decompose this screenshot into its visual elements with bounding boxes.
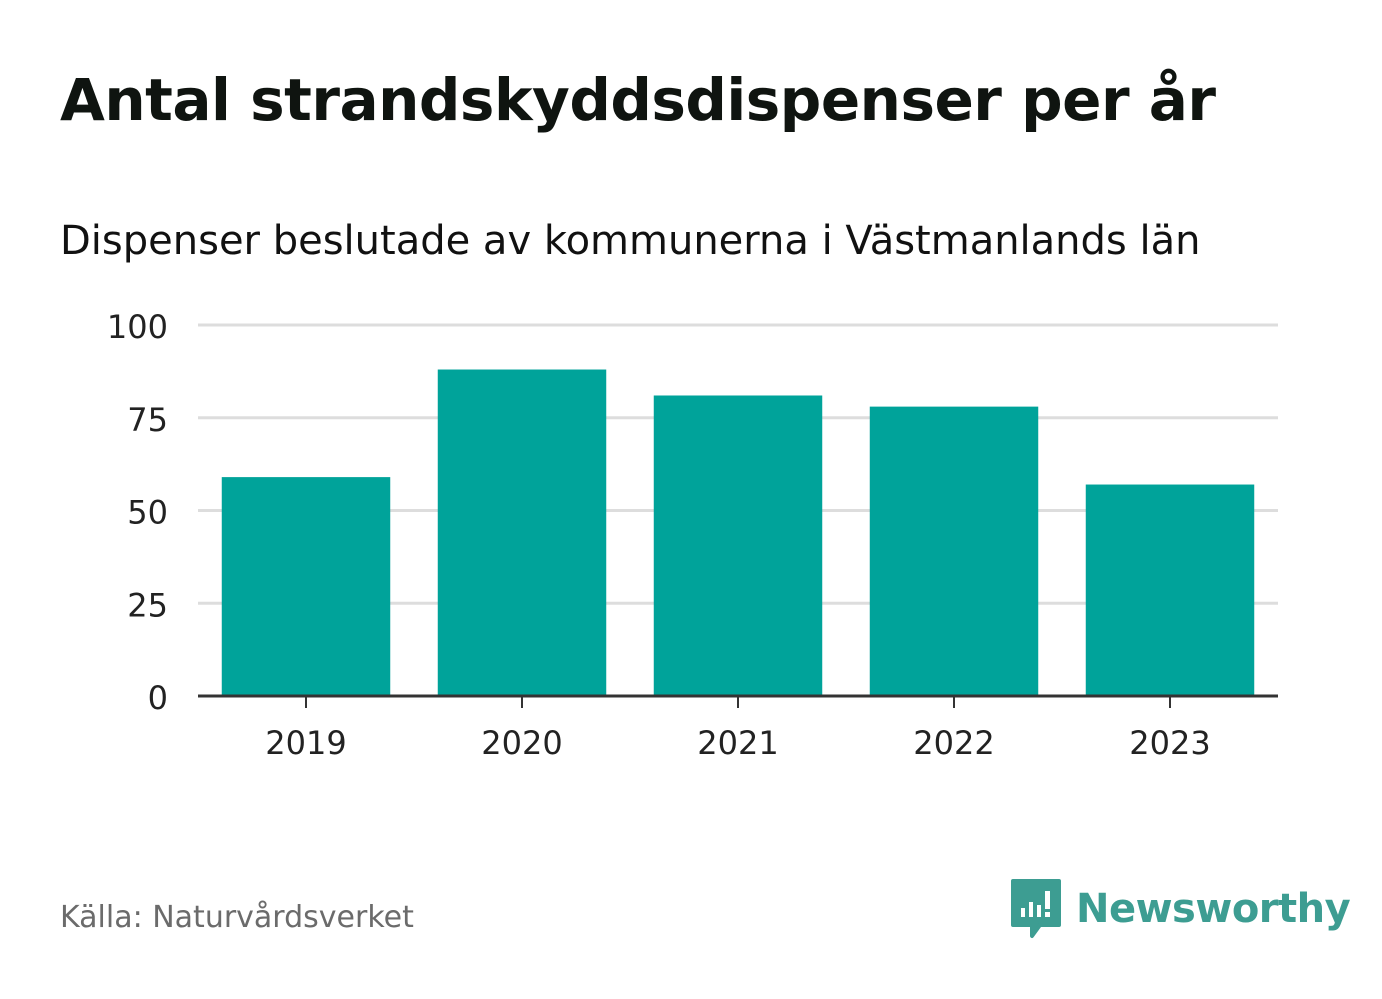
chart-subtitle: Dispenser beslutade av kommunerna i Väst… bbox=[60, 218, 1201, 264]
x-tick-label: 2021 bbox=[697, 724, 778, 762]
bar-chart: 0 25 50 75 100 2019 2020 2021 2022 2023 bbox=[107, 308, 1278, 762]
y-tick-label: 0 bbox=[148, 679, 168, 717]
chart-title: Antal strandskyddsdispenser per år bbox=[60, 66, 1216, 134]
x-tick-label: 2019 bbox=[265, 724, 346, 762]
bar-2023 bbox=[1085, 484, 1255, 696]
bar-2021 bbox=[653, 395, 823, 696]
y-tick-label: 75 bbox=[127, 401, 168, 439]
source-note: Källa: Naturvårdsverket bbox=[60, 900, 414, 935]
x-tick-label: 2022 bbox=[913, 724, 994, 762]
bar-2019 bbox=[221, 477, 391, 696]
brand-logo: Newsworthy bbox=[1010, 878, 1351, 940]
y-tick-label: 50 bbox=[127, 494, 168, 532]
y-tick-label: 25 bbox=[127, 586, 168, 624]
bar-2020 bbox=[437, 369, 607, 696]
brand-name: Newsworthy bbox=[1076, 886, 1351, 932]
x-tick-label: 2020 bbox=[481, 724, 562, 762]
newsworthy-logo-icon bbox=[1011, 879, 1061, 938]
x-tick-label: 2023 bbox=[1129, 724, 1210, 762]
bar-2022 bbox=[869, 406, 1039, 696]
y-tick-label: 100 bbox=[107, 308, 168, 346]
